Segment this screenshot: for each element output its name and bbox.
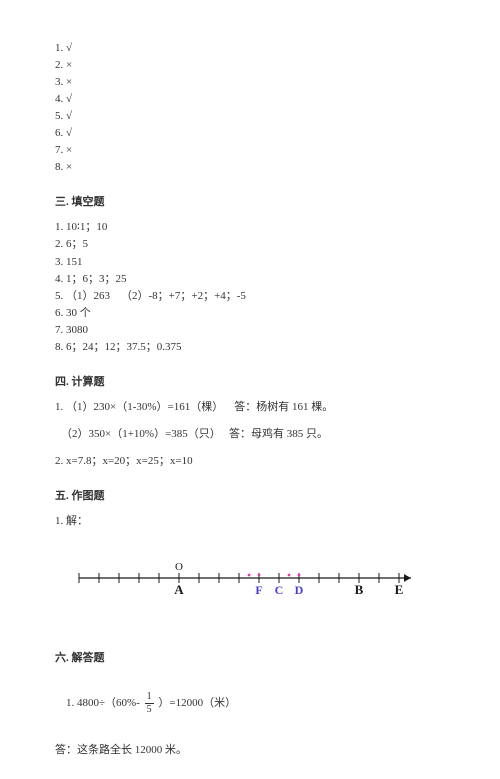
list-item: 4. 1；6；3；25 — [55, 271, 445, 288]
svg-text:A: A — [174, 582, 184, 597]
svg-text:O: O — [175, 561, 183, 573]
section-6-title: 六. 解答题 — [55, 650, 445, 667]
list-item: 3. × — [55, 74, 445, 91]
list-item: 5. √ — [55, 108, 445, 125]
sec4-line2: （2）350×（1+10%）=385（只） 答：母鸡有 385 只。 — [55, 426, 445, 443]
fraction-icon: 15 — [145, 692, 154, 715]
svg-text:B: B — [355, 582, 364, 597]
list-item: 4. √ — [55, 91, 445, 108]
section-1-list: 1. √2. ×3. ×4. √5. √6. √7. ×8. × — [55, 40, 445, 176]
list-item: 2. 6；5 — [55, 236, 445, 253]
number-line-diagram: OA FCD B E — [65, 538, 425, 628]
page-root: 1. √2. ×3. ×4. √5. √6. √7. ×8. × 三. 填空题 … — [0, 0, 500, 779]
sec6-eq-prefix: 1. 4800÷（60%- — [66, 697, 143, 709]
list-item: 6. √ — [55, 125, 445, 142]
svg-text:E: E — [395, 582, 404, 597]
list-item: 3. 151 — [55, 254, 445, 271]
sec6-eq: 1. 4800÷（60%- 15 ）=12000（米） — [55, 675, 445, 732]
sec5-line1: 1. 解： — [55, 513, 445, 530]
list-item: 5. （1）263 （2）-8；+7；+2；+4；-5 — [55, 288, 445, 305]
list-item: 6. 30 个 — [55, 305, 445, 322]
section-4-title: 四. 计算题 — [55, 374, 445, 391]
list-item: 2. × — [55, 57, 445, 74]
fraction-num: 1 — [145, 692, 154, 704]
svg-text:C: C — [275, 583, 284, 597]
sec4-line3: 2. x=7.8；x=20；x=25；x=10 — [55, 453, 445, 470]
svg-text:F: F — [255, 583, 262, 597]
sec6-ans: 答：这条路全长 12000 米。 — [55, 742, 445, 759]
list-item: 8. 6；24；12；37.5；0.375 — [55, 339, 445, 356]
list-item: 7. 3080 — [55, 322, 445, 339]
list-item: 1. √ — [55, 40, 445, 57]
section-3-list: 1. 10∶1；102. 6；53. 1514. 1；6；3；255. （1）2… — [55, 219, 445, 355]
sec6-eq-suffix: ）=12000（米） — [156, 697, 236, 709]
fraction-den: 5 — [145, 704, 154, 715]
svg-text:D: D — [295, 583, 304, 597]
list-item: 1. 10∶1；10 — [55, 219, 445, 236]
section-5-title: 五. 作图题 — [55, 488, 445, 505]
list-item: 8. × — [55, 159, 445, 176]
section-3-title: 三. 填空题 — [55, 194, 445, 211]
sec4-line1: 1. （1）230×（1-30%）=161（棵） 答：杨树有 161 棵。 — [55, 399, 445, 416]
list-item: 7. × — [55, 142, 445, 159]
